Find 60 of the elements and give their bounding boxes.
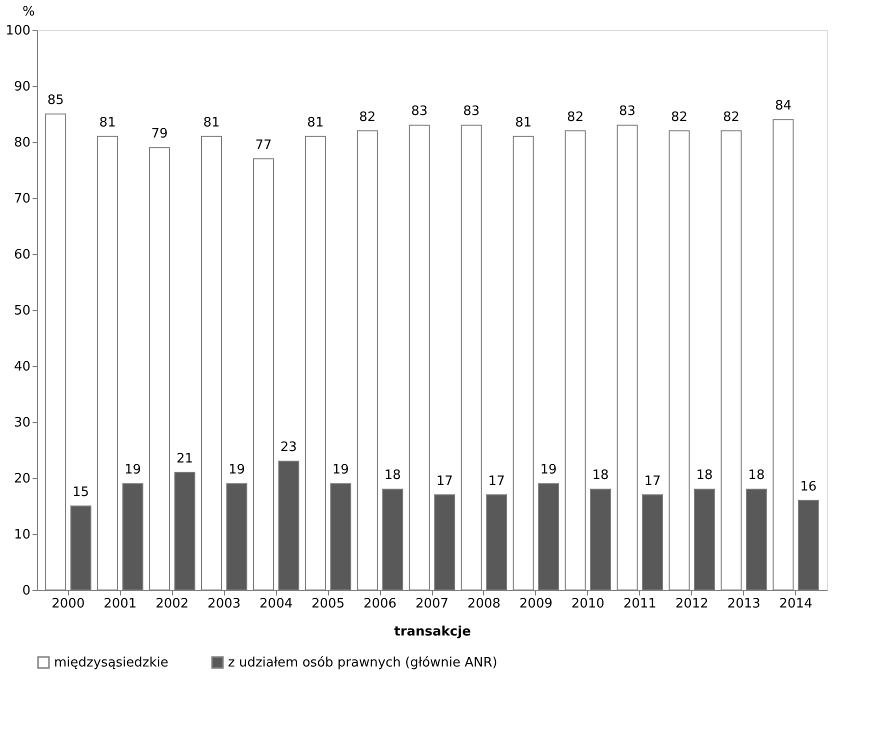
data-label: 23 xyxy=(280,440,297,456)
x-tick-label: 2014 xyxy=(779,596,812,612)
data-label: 17 xyxy=(488,474,505,489)
y-tick-label: 10 xyxy=(14,528,30,542)
x-tick-label: 2009 xyxy=(519,596,552,612)
x-tick-label: 2002 xyxy=(156,596,189,612)
x-tick-label: 2004 xyxy=(260,596,293,612)
data-label: 18 xyxy=(592,468,609,484)
y-tick-label: 20 xyxy=(14,472,30,486)
x-tick-label: 2011 xyxy=(623,596,656,612)
legend-label: z udziałem osób prawnych (głównie ANR) xyxy=(228,656,498,671)
data-label: 16 xyxy=(800,479,817,494)
data-label: 82 xyxy=(722,110,740,125)
x-axis-title: transakcje xyxy=(394,624,472,640)
y-tick-label: 70 xyxy=(14,192,30,206)
data-label: 81 xyxy=(203,115,220,130)
data-label: 17 xyxy=(644,474,661,489)
data-label: 19 xyxy=(332,462,349,478)
data-label: 21 xyxy=(176,451,194,466)
x-tick-label: 2012 xyxy=(675,596,708,612)
data-label: 19 xyxy=(124,462,142,478)
x-tick-label: 2010 xyxy=(571,596,604,612)
data-label: 85 xyxy=(47,93,64,108)
data-label: 83 xyxy=(411,104,428,120)
data-label: 82 xyxy=(670,110,688,125)
y-tick-label: 40 xyxy=(14,360,30,374)
data-label: 15 xyxy=(72,485,90,500)
data-label: 18 xyxy=(748,468,765,484)
x-tick-label: 2003 xyxy=(208,596,241,612)
data-label: 82 xyxy=(567,110,584,125)
data-label: 17 xyxy=(436,474,453,489)
data-label: 19 xyxy=(228,462,245,478)
legend-label: międzysąsiedzkie xyxy=(54,656,168,671)
data-label: 18 xyxy=(696,468,713,484)
data-label: 81 xyxy=(307,115,324,130)
data-label: 81 xyxy=(99,115,116,130)
y-tick-label: 60 xyxy=(14,248,30,262)
data-label: 79 xyxy=(151,126,168,142)
data-label: 83 xyxy=(619,104,636,120)
y-axis-title: % xyxy=(22,4,35,20)
data-label: 19 xyxy=(540,462,557,478)
x-tick-label: 2006 xyxy=(363,596,397,612)
x-tick-label: 2013 xyxy=(727,596,760,612)
y-tick-label: 90 xyxy=(14,80,30,94)
data-label: 84 xyxy=(774,98,792,114)
data-label: 83 xyxy=(463,104,480,120)
x-tick-label: 2000 xyxy=(52,596,85,612)
data-label: 77 xyxy=(255,138,272,153)
data-label: 82 xyxy=(359,110,376,125)
data-label: 81 xyxy=(515,115,532,130)
y-tick-label: 100 xyxy=(6,24,30,38)
x-tick-label: 2005 xyxy=(312,596,345,612)
y-tick-label: 30 xyxy=(14,416,30,430)
x-tick-label: 2008 xyxy=(467,596,501,612)
y-tick-label: 80 xyxy=(14,136,30,150)
y-tick-label: 0 xyxy=(22,584,30,598)
x-tick-label: 2001 xyxy=(104,596,137,612)
data-label: 18 xyxy=(384,468,401,484)
y-tick-label: 50 xyxy=(14,304,30,318)
x-tick-label: 2007 xyxy=(415,596,449,612)
